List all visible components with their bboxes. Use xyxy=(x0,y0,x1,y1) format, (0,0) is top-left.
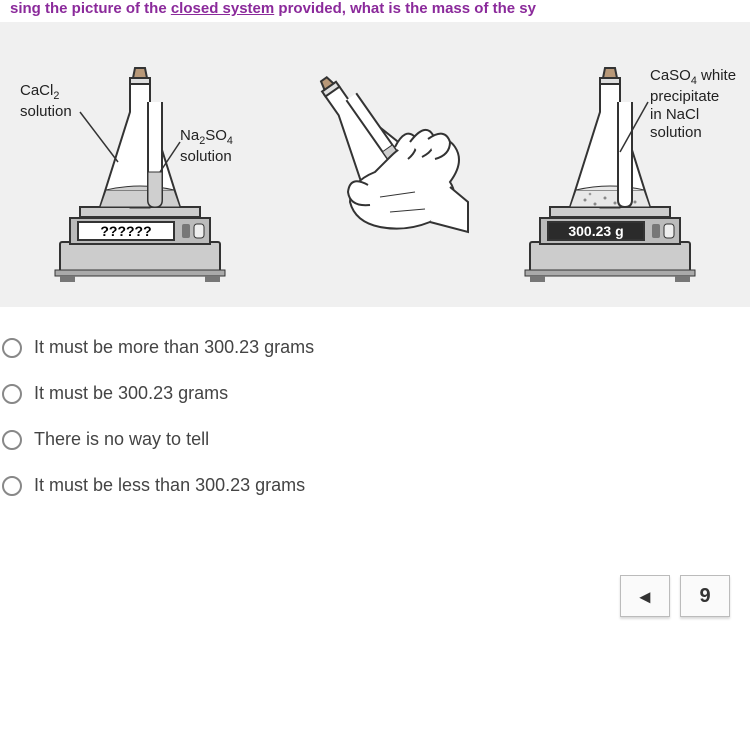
radio-icon[interactable] xyxy=(2,476,22,496)
option-text: It must be 300.23 grams xyxy=(34,383,228,404)
diagram-area: ?????? CaCl2solution Na2SO4soluti xyxy=(0,22,750,307)
option-row[interactable]: There is no way to tell xyxy=(0,429,750,450)
label-caso4: CaSO4 whiteprecipitatein NaClsolution xyxy=(650,67,750,142)
option-text: It must be more than 300.23 grams xyxy=(34,337,314,358)
right-scale-display: 300.23 g xyxy=(568,223,623,239)
prev-button[interactable]: ◂ xyxy=(620,575,670,617)
page-number-button[interactable]: 9 xyxy=(680,575,730,617)
options-group: It must be more than 300.23 grams It mus… xyxy=(0,337,750,496)
option-row[interactable]: It must be more than 300.23 grams xyxy=(0,337,750,358)
option-text: There is no way to tell xyxy=(34,429,209,450)
title-underlined: closed system xyxy=(171,0,274,17)
right-scale-group: 300.23 g xyxy=(500,32,720,287)
hand-group xyxy=(250,37,470,242)
left-scale-group: ?????? CaCl2solution Na2SO4soluti xyxy=(30,32,250,287)
radio-icon[interactable] xyxy=(2,430,22,450)
radio-icon[interactable] xyxy=(2,338,22,358)
option-text: It must be less than 300.23 grams xyxy=(34,475,305,496)
label-na2so4: Na2SO4solution xyxy=(180,127,250,166)
label-cacl2: CaCl2solution xyxy=(20,82,90,121)
question-title: sing the picture of the closed system pr… xyxy=(0,0,750,17)
left-scale-display: ?????? xyxy=(100,223,151,239)
nav-group: ◂ 9 xyxy=(620,575,730,617)
title-suffix: provided, what is the mass of the sy xyxy=(274,0,536,17)
title-prefix: sing the picture of the xyxy=(10,0,171,17)
radio-icon[interactable] xyxy=(2,384,22,404)
hand-svg xyxy=(250,37,470,237)
option-row[interactable]: It must be less than 300.23 grams xyxy=(0,475,750,496)
option-row[interactable]: It must be 300.23 grams xyxy=(0,383,750,404)
